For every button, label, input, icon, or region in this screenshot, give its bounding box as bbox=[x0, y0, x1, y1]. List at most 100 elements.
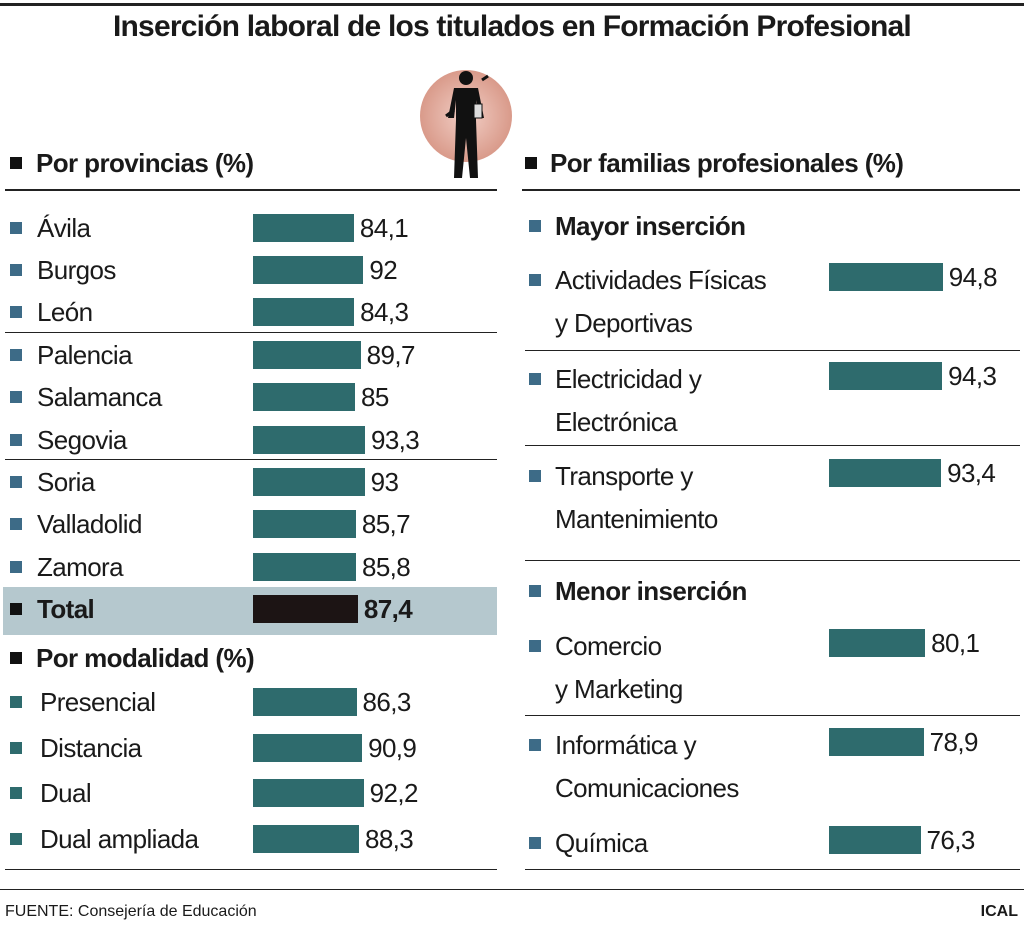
value-label: 94,8 bbox=[948, 262, 998, 292]
bar bbox=[253, 341, 361, 369]
value-label: 85,8 bbox=[361, 552, 411, 582]
value-label: 85 bbox=[361, 382, 389, 412]
category-label: León bbox=[37, 297, 93, 327]
bullet bbox=[529, 739, 541, 751]
bar bbox=[253, 553, 356, 581]
value-label: 89,7 bbox=[366, 340, 416, 370]
value-label: 92 bbox=[369, 255, 398, 285]
category-label: Comercio bbox=[555, 631, 662, 661]
category-label: Electricidad y bbox=[555, 364, 702, 394]
value-label: 88,3 bbox=[364, 824, 414, 854]
credit: ICAL bbox=[980, 903, 1018, 920]
category-label: Comunicaciones bbox=[555, 773, 739, 803]
value-label: 85,7 bbox=[361, 509, 411, 539]
bullet bbox=[529, 470, 541, 482]
category-label: Mantenimiento bbox=[555, 504, 718, 534]
rule bbox=[5, 869, 497, 870]
bar bbox=[829, 459, 942, 487]
bullet bbox=[10, 264, 22, 276]
bullet bbox=[10, 434, 22, 446]
rule bbox=[5, 189, 497, 191]
bar bbox=[829, 728, 924, 756]
value-label: 87,4 bbox=[363, 594, 413, 624]
section-title: Por provincias (%) bbox=[36, 148, 254, 178]
category-label: Segovia bbox=[37, 425, 127, 455]
value-label: 84,1 bbox=[359, 213, 409, 243]
bullet bbox=[10, 561, 22, 573]
rule bbox=[525, 445, 1020, 446]
category-label: Valladolid bbox=[37, 509, 142, 539]
bar bbox=[829, 362, 943, 390]
bullet bbox=[10, 518, 22, 530]
category-label: Informática y bbox=[555, 730, 697, 760]
rule bbox=[522, 189, 1020, 191]
bar bbox=[829, 263, 943, 291]
value-label: 84,3 bbox=[360, 297, 409, 327]
rule bbox=[5, 459, 497, 460]
category-label: Soria bbox=[37, 467, 95, 497]
section-title: Mayor inserción bbox=[555, 211, 746, 241]
category-label: Química bbox=[555, 828, 648, 858]
worker-icon bbox=[420, 70, 512, 178]
bullet bbox=[529, 585, 541, 597]
value-label: 93 bbox=[370, 467, 399, 497]
bullet bbox=[10, 349, 22, 361]
category-label: Burgos bbox=[37, 255, 116, 285]
bullet bbox=[10, 157, 22, 169]
source: FUENTE: Consejería de Educación bbox=[5, 903, 257, 920]
section-title: Por modalidad (%) bbox=[36, 643, 255, 673]
bar bbox=[253, 426, 365, 454]
bar bbox=[253, 298, 355, 326]
bar bbox=[253, 214, 354, 242]
category-label: Ávila bbox=[37, 213, 91, 243]
category-label: Actividades Físicas bbox=[555, 265, 767, 295]
top-rule bbox=[0, 3, 1024, 6]
category-label: Electrónica bbox=[555, 407, 678, 437]
rule bbox=[5, 332, 497, 333]
title: Inserción laboral de los titulados en Fo… bbox=[113, 10, 912, 43]
value-label: 86,3 bbox=[362, 687, 412, 717]
category-label: y Marketing bbox=[555, 674, 683, 704]
bar bbox=[253, 688, 357, 716]
bar bbox=[253, 510, 356, 538]
value-label: 90,9 bbox=[368, 733, 417, 763]
rule bbox=[525, 350, 1020, 351]
section-title: Por familias profesionales (%) bbox=[550, 148, 904, 178]
bullet bbox=[10, 603, 22, 615]
value-label: 93,4 bbox=[947, 458, 996, 488]
bullet bbox=[10, 306, 22, 318]
value-label: 92,2 bbox=[369, 778, 419, 808]
bullet bbox=[525, 157, 537, 169]
bullet bbox=[529, 640, 541, 652]
bullet bbox=[10, 787, 22, 799]
value-label: 93,3 bbox=[370, 425, 420, 455]
category-label: Distancia bbox=[40, 733, 142, 763]
bar bbox=[253, 825, 359, 853]
bar bbox=[253, 734, 363, 762]
bullet bbox=[529, 373, 541, 385]
bullet bbox=[10, 696, 22, 708]
bar bbox=[829, 826, 921, 854]
category-label: y Deportivas bbox=[555, 308, 693, 338]
bar bbox=[253, 256, 364, 284]
bullet bbox=[10, 742, 22, 754]
value-label: 78,9 bbox=[929, 727, 979, 757]
value-label: 76,3 bbox=[926, 825, 976, 855]
bullet bbox=[10, 222, 22, 234]
rule bbox=[0, 889, 1024, 890]
bullet bbox=[10, 476, 22, 488]
bullet bbox=[10, 833, 22, 845]
bullet bbox=[10, 391, 22, 403]
rule bbox=[525, 715, 1020, 716]
rule bbox=[525, 560, 1020, 561]
category-label: Presencial bbox=[40, 687, 156, 717]
bar bbox=[253, 779, 364, 807]
rule bbox=[525, 869, 1020, 870]
value-label: 80,1 bbox=[931, 628, 980, 658]
category-label: Zamora bbox=[37, 552, 124, 582]
bar bbox=[253, 468, 365, 496]
section-title: Menor inserción bbox=[555, 576, 747, 606]
total-band bbox=[3, 587, 497, 635]
bullet bbox=[10, 652, 22, 664]
